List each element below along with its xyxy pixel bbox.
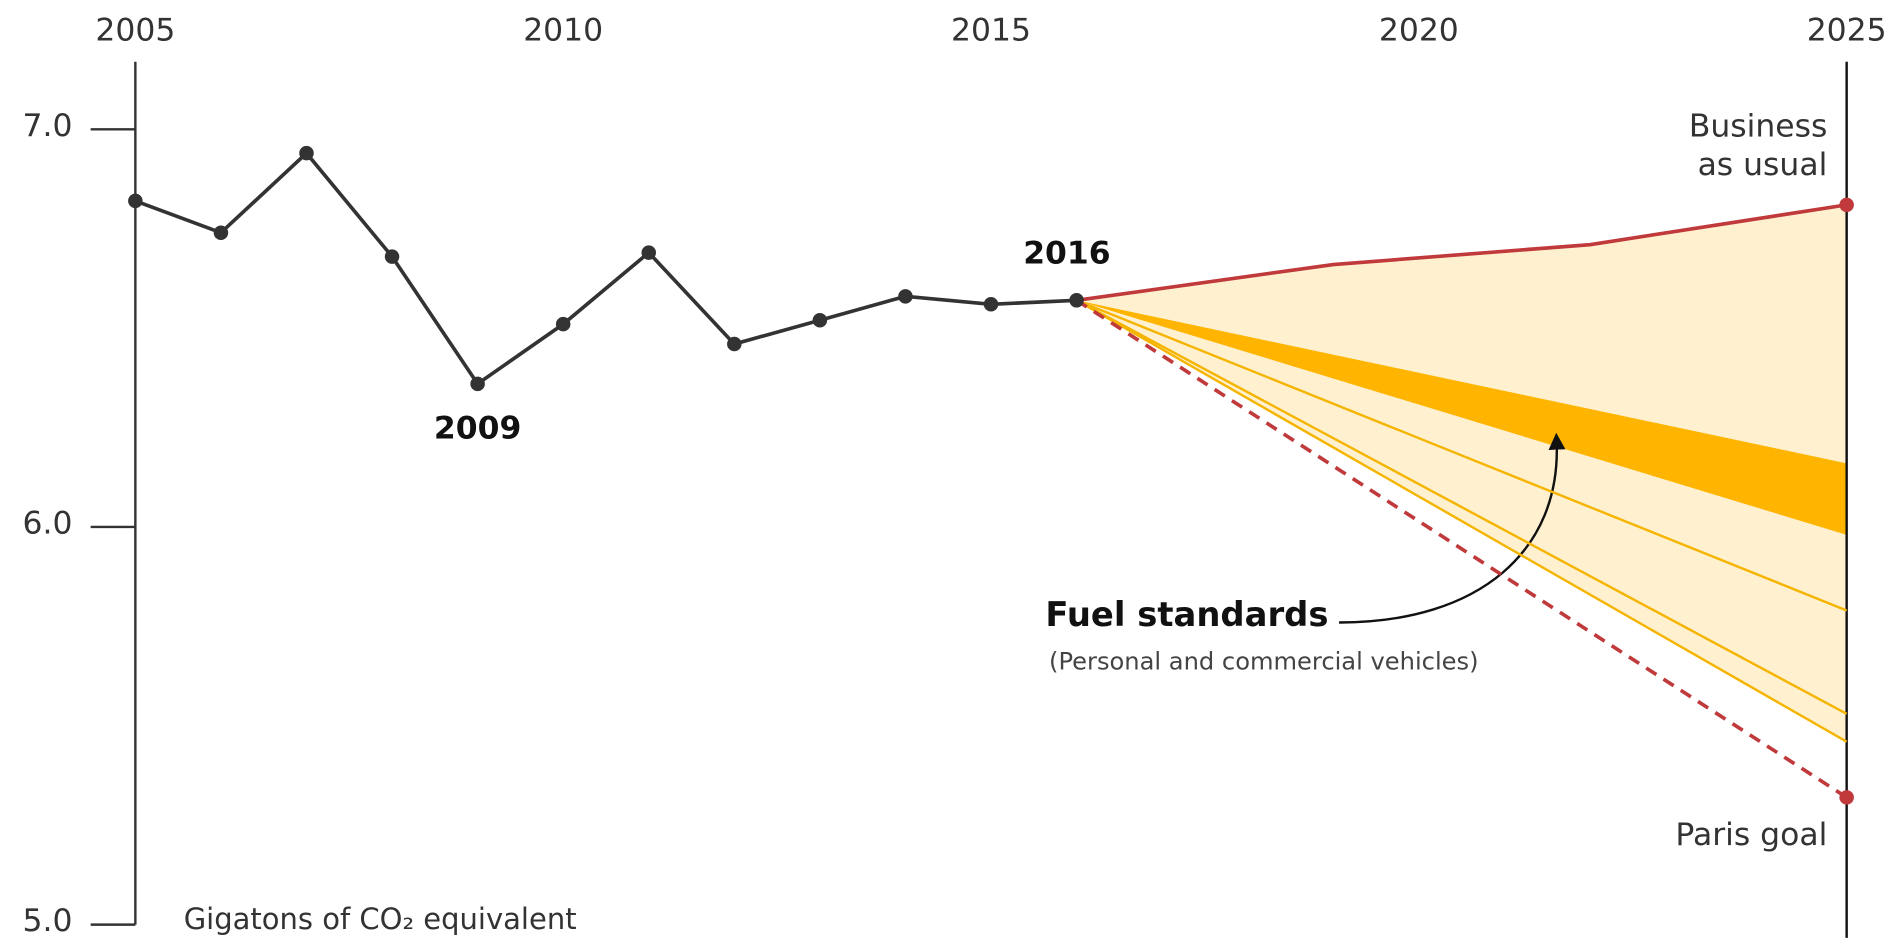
point (299, 145, 314, 161)
end-point (1839, 790, 1854, 805)
point (470, 376, 485, 392)
series-label: Business (1689, 109, 1828, 145)
x-tick-label: 2015 (951, 13, 1031, 49)
point (555, 316, 571, 332)
x-tick-label: 2010 (523, 13, 603, 49)
range-area (1076, 204, 1847, 742)
point (727, 336, 742, 352)
line (1076, 299, 1848, 612)
end-point (1839, 197, 1854, 213)
point (384, 249, 400, 264)
series-label: Paris goal (1675, 817, 1827, 853)
x-tick-label: 2025 (1807, 13, 1887, 49)
point (812, 312, 828, 328)
point (213, 225, 229, 240)
y-axis-label: Gigatons of CO₂ equivalent (184, 902, 577, 936)
annotation-arrow (1339, 432, 1566, 624)
y-tick-label: 7.0 (23, 108, 73, 144)
point (898, 289, 913, 304)
line (1076, 299, 1848, 715)
line (134, 150, 1077, 387)
line (1076, 203, 1847, 303)
band-label: Fuel standards (1045, 595, 1328, 634)
point (128, 193, 143, 209)
y-tick-label: 6.0 (23, 506, 73, 542)
point (983, 297, 999, 312)
band (1076, 300, 1847, 535)
point-label: 2016 (1023, 235, 1110, 271)
series-label: as usual (1698, 147, 1828, 183)
point-label: 2009 (434, 411, 521, 447)
x-tick-label: 2020 (1379, 13, 1459, 49)
band-note: (Personal and commercial vehicles) (1049, 647, 1479, 675)
point (1069, 293, 1084, 308)
x-tick-label: 2005 (95, 13, 175, 49)
point (641, 245, 656, 260)
line (1075, 299, 1848, 743)
line (1075, 298, 1848, 799)
y-tick-label: 5.0 (23, 903, 73, 938)
